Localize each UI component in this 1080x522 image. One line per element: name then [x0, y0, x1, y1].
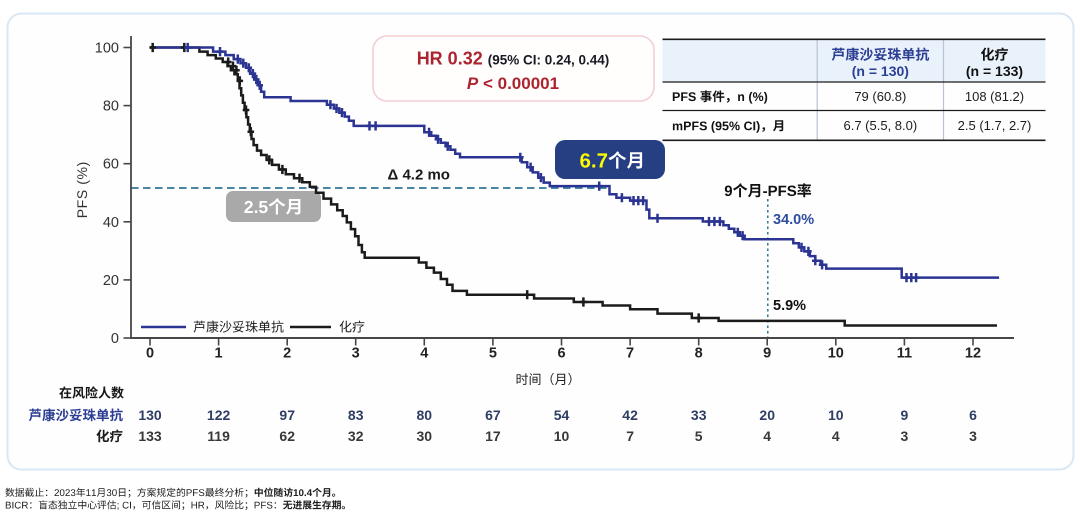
- svg-text:108 (81.2): 108 (81.2): [965, 89, 1024, 104]
- svg-text:8: 8: [695, 346, 703, 362]
- svg-text:(n = 130): (n = 130): [852, 63, 909, 79]
- svg-text:32: 32: [348, 428, 364, 444]
- svg-text:33: 33: [691, 407, 707, 423]
- svg-text:40: 40: [103, 215, 119, 231]
- svg-text:2.5 (1.7, 2.7): 2.5 (1.7, 2.7): [958, 118, 1032, 133]
- svg-text:Δ 4.2 mo: Δ 4.2 mo: [388, 167, 450, 184]
- svg-text:79 (60.8): 79 (60.8): [854, 89, 906, 104]
- svg-text:20: 20: [103, 273, 119, 289]
- svg-text:20: 20: [759, 407, 775, 423]
- svg-text:133: 133: [138, 428, 162, 444]
- svg-text:4: 4: [832, 428, 840, 444]
- svg-text:0: 0: [111, 331, 119, 347]
- svg-text:80: 80: [417, 407, 433, 423]
- svg-text:4: 4: [420, 346, 428, 362]
- svg-text:5: 5: [695, 428, 703, 444]
- svg-text:3: 3: [969, 428, 977, 444]
- svg-text:30: 30: [417, 428, 433, 444]
- svg-text:6: 6: [969, 407, 977, 423]
- svg-text:42: 42: [622, 407, 638, 423]
- svg-text:54: 54: [554, 407, 570, 423]
- svg-text:12: 12: [965, 346, 981, 362]
- svg-text:67: 67: [485, 407, 501, 423]
- svg-text:10: 10: [554, 428, 570, 444]
- svg-text:9: 9: [763, 346, 771, 362]
- svg-text:3: 3: [901, 428, 909, 444]
- svg-text:119: 119: [207, 428, 230, 444]
- svg-text:0: 0: [146, 346, 154, 362]
- svg-text:5.9%: 5.9%: [773, 298, 806, 314]
- svg-text:17: 17: [485, 428, 501, 444]
- svg-text:1: 1: [215, 346, 223, 362]
- svg-text:34.0%: 34.0%: [773, 212, 814, 228]
- svg-text:10: 10: [828, 346, 844, 362]
- svg-text:3: 3: [352, 346, 360, 362]
- svg-text:130: 130: [138, 407, 162, 423]
- svg-text:5: 5: [489, 346, 497, 362]
- svg-text:83: 83: [348, 407, 364, 423]
- svg-text:7: 7: [626, 428, 634, 444]
- svg-text:6: 6: [557, 346, 565, 362]
- svg-text:80: 80: [103, 99, 119, 115]
- svg-text:62: 62: [279, 428, 295, 444]
- svg-text:122: 122: [207, 407, 231, 423]
- svg-text:97: 97: [279, 407, 295, 423]
- svg-text:HR 0.32 (95% CI: 0.24, 0.44): HR 0.32 (95% CI: 0.24, 0.44): [417, 49, 610, 69]
- svg-text:7: 7: [626, 346, 634, 362]
- svg-text:11: 11: [897, 346, 912, 362]
- svg-text:10: 10: [828, 407, 844, 423]
- svg-text:4: 4: [763, 428, 771, 444]
- svg-text:2: 2: [283, 346, 291, 362]
- svg-text:P < 0.00001: P < 0.00001: [467, 74, 559, 93]
- svg-text:(n = 133): (n = 133): [966, 63, 1023, 79]
- svg-text:100: 100: [95, 41, 119, 57]
- svg-text:6.7 (5.5, 8.0): 6.7 (5.5, 8.0): [843, 118, 917, 133]
- svg-text:60: 60: [103, 157, 119, 173]
- svg-text:9: 9: [901, 407, 909, 423]
